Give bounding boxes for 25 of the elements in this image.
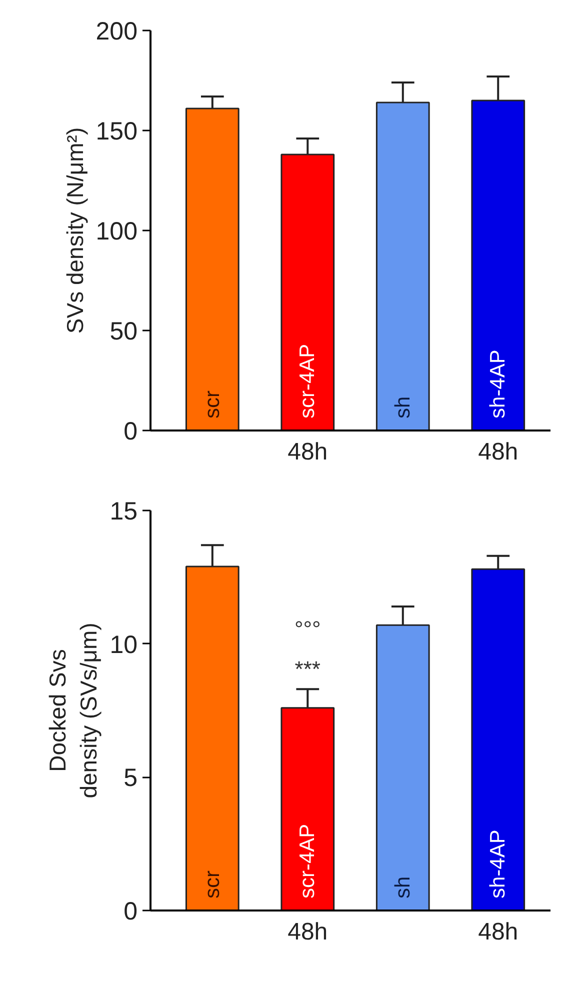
x-tick-label: 48h	[288, 438, 328, 466]
annotation: sh	[391, 396, 414, 418]
annotation: sh-4AP	[486, 830, 510, 898]
x-tick-label: 48h	[288, 918, 328, 946]
y-tick-label: 200	[96, 18, 138, 46]
y-tick-label: 5	[124, 764, 138, 792]
y-tick-label: 100	[96, 218, 138, 246]
annotation: scr-4AP	[296, 344, 320, 418]
x-tick-label: 48h	[478, 918, 518, 946]
annotation: °°°	[294, 616, 321, 642]
annotation: sh	[391, 876, 414, 898]
y-tick-label: 15	[110, 498, 138, 526]
y-tick-label: 50	[110, 318, 138, 346]
annotation: scr	[200, 390, 224, 418]
y-tick-label: 0	[124, 898, 138, 926]
x-tick-label: 48h	[478, 438, 518, 466]
annotation: sh-4AP	[486, 350, 510, 418]
y-tick-label: 10	[110, 630, 138, 659]
y-tick-label: 150	[96, 118, 138, 146]
annotation: scr	[200, 870, 224, 898]
annotation: ***	[294, 656, 321, 682]
annotation: scr-4AP	[296, 824, 320, 898]
y-axis-title: Docked Svs density (SVs/μm)	[44, 622, 102, 798]
y-axis-title: SVs density (N/μm²)	[62, 127, 88, 334]
y-tick-label: 0	[124, 418, 138, 446]
